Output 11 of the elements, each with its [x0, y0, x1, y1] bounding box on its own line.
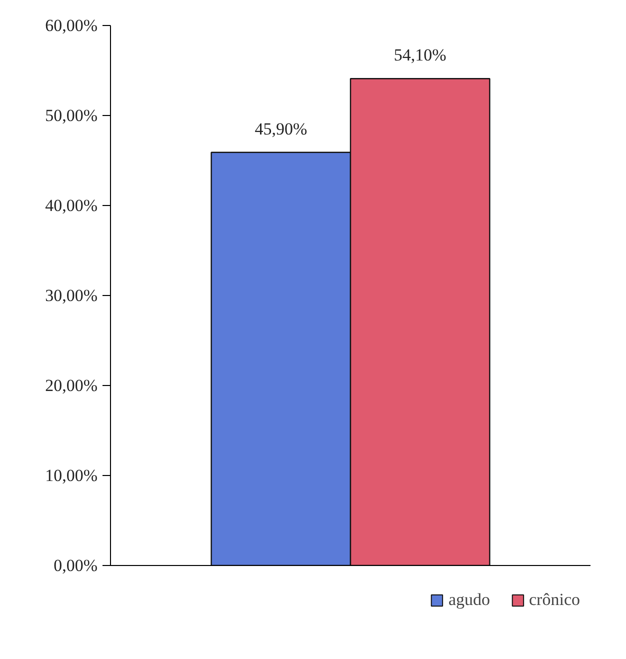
legend-label: agudo — [448, 590, 490, 610]
data-label: 45,90% — [254, 119, 308, 138]
legend-label: crônico — [529, 590, 580, 610]
y-tick-label: 10,00% — [45, 466, 98, 485]
y-tick-label: 0,00% — [54, 556, 98, 575]
y-tick-label: 30,00% — [45, 286, 98, 305]
y-tick-label: 60,00% — [45, 16, 98, 35]
y-tick-label: 40,00% — [45, 196, 98, 215]
y-tick-label: 50,00% — [45, 106, 98, 125]
y-tick-label: 20,00% — [45, 376, 98, 395]
data-label: 54,10% — [394, 46, 446, 65]
